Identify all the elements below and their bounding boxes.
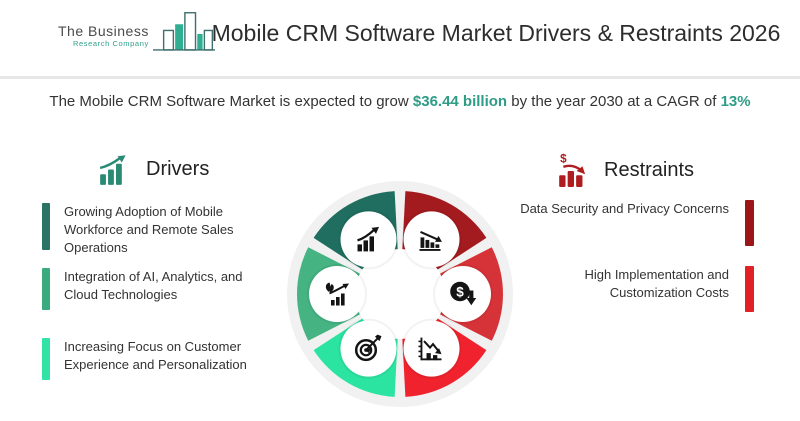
logo-name: The Business: [58, 23, 149, 39]
cagr-highlight: 13%: [720, 93, 751, 110]
wheel-hub: [355, 249, 445, 339]
page-title: Mobile CRM Software Market Drivers & Res…: [211, 20, 781, 46]
drivers-restraints-wheel: $: [278, 172, 522, 416]
drivers-heading-label: Drivers: [146, 157, 210, 180]
restraint-item: High Implementation and Customization Co…: [517, 266, 754, 312]
logo-bar-chart-icon: [152, 12, 215, 51]
growth-chart-icon: [357, 226, 379, 252]
driver-accent-bar: [42, 203, 50, 250]
restraint-item: Data Security and Privacy Concerns: [517, 200, 754, 246]
chart-down-icon: [418, 337, 442, 361]
restraint-accent-bar: [745, 200, 754, 246]
declining-bars-dollar-icon: $: [559, 153, 586, 187]
driver-accent-bar: [42, 268, 50, 310]
restraint-accent-bar: [745, 266, 754, 312]
driver-accent-bar: [42, 338, 50, 380]
statement-part-1: The Mobile CRM Software Market is expect…: [49, 93, 413, 110]
restraints-heading-label: Restraints: [604, 158, 695, 181]
driver-item: Increasing Focus on Customer Experience …: [42, 338, 260, 380]
header-divider: [0, 76, 800, 79]
restraint-item-text: High Implementation and Customization Co…: [584, 267, 729, 301]
driver-item: Integration of AI, Analytics, and Cloud …: [42, 268, 260, 310]
target-dart-icon: [354, 334, 382, 362]
drivers-heading: Drivers: [98, 153, 209, 185]
driver-item-text: Integration of AI, Analytics, and Cloud …: [64, 269, 243, 303]
driver-item-text: Increasing Focus on Customer Experience …: [64, 339, 247, 373]
header: The Business Research Company Mobile CRM…: [0, 0, 800, 76]
dollar-decrease-icon: $: [450, 281, 477, 306]
driver-item: Growing Adoption of Mobile Workforce and…: [42, 203, 260, 258]
market-growth-statement: The Mobile CRM Software Market is expect…: [0, 93, 800, 110]
bars-decline-icon: [419, 230, 442, 251]
svg-text:$: $: [560, 153, 567, 166]
market-value-highlight: $36.44 billion: [412, 93, 508, 110]
svg-text:$: $: [456, 284, 464, 299]
wheel-graphic: $: [287, 181, 513, 407]
logo-subname: Research Company: [72, 39, 149, 48]
growth-bars-up-arrow-icon: [99, 155, 126, 185]
sprout-growth-icon: [325, 282, 349, 306]
company-logo-text: The Business Research Company: [58, 23, 149, 60]
restraints-heading: $ Restraints: [556, 153, 694, 187]
restraint-item-text: Data Security and Privacy Concerns: [520, 201, 729, 216]
driver-item-text: Growing Adoption of Mobile Workforce and…: [64, 204, 234, 256]
statement-part-2: by the year 2030 at a CAGR of: [507, 93, 721, 110]
company-logo: The Business Research Company: [58, 8, 215, 60]
